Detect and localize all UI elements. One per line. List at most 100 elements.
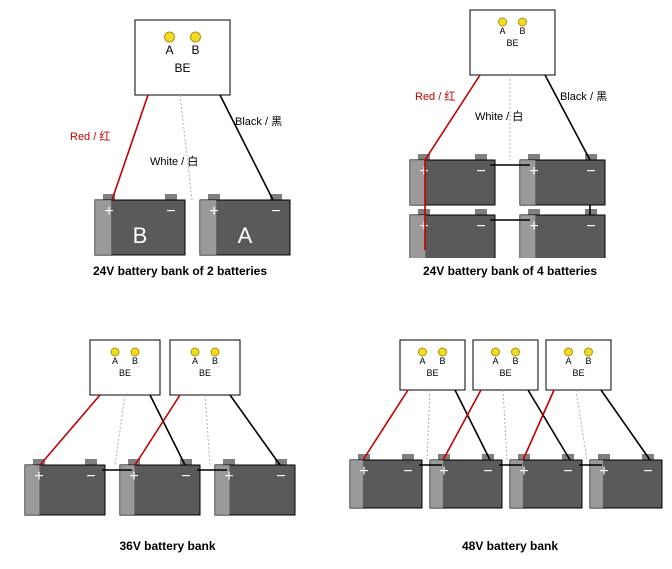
wire-white (205, 395, 210, 465)
battery-cap (208, 194, 220, 200)
box-label-be: BE (174, 61, 190, 75)
box-label-be: BE (119, 368, 131, 378)
box-label-a: A (419, 356, 425, 366)
wire-red (40, 395, 100, 465)
wire-label-red: Red / 红 (70, 130, 110, 143)
diagram-svg: ABBEABBEABBE+−+−+−+− (345, 335, 672, 533)
box-label-be: BE (499, 368, 511, 378)
terminal-plus: + (359, 463, 368, 480)
diagram-caption: 24V battery bank of 2 batteries (30, 264, 330, 278)
diagram-svg: ABBE+−+−+−+−Red / 红Black / 黑White / 白 (360, 5, 660, 258)
box-label-a: A (165, 43, 173, 57)
wire-red (135, 395, 180, 465)
diagram-caption: 36V battery bank (10, 539, 325, 553)
wire-white (115, 395, 125, 465)
battery-cap (598, 454, 610, 460)
terminal-minus: − (586, 163, 595, 180)
battery-cap (528, 154, 540, 160)
terminal-minus: − (483, 463, 492, 480)
wire-white (503, 390, 507, 460)
box-label-be: BE (506, 38, 518, 48)
diagram-caption: 24V battery bank of 4 batteries (360, 264, 660, 278)
terminal-minus: − (166, 203, 175, 220)
led-b (191, 32, 201, 42)
led-b (211, 348, 219, 356)
box-label-b: B (585, 356, 591, 366)
battery-cap (418, 209, 430, 215)
led-b (512, 348, 520, 356)
led-a (111, 348, 119, 356)
battery-cap (528, 209, 540, 215)
equalizer-box (546, 340, 611, 390)
equalizer-box (473, 340, 538, 390)
terminal-minus: − (643, 463, 652, 480)
led-b (519, 18, 527, 26)
terminal-minus: − (403, 463, 412, 480)
wire-red (112, 95, 148, 200)
battery-label: B (133, 223, 148, 248)
led-a (165, 32, 175, 42)
wire-white (576, 390, 587, 460)
wire-white (180, 95, 192, 200)
box-label-b: B (212, 356, 218, 366)
equalizer-box (135, 20, 230, 95)
wire-black (150, 395, 185, 465)
wire-white (427, 390, 430, 460)
terminal-minus: − (271, 203, 280, 220)
wire-red (363, 390, 408, 460)
terminal-plus: + (209, 203, 218, 220)
terminal-plus: + (529, 218, 538, 235)
terminal-minus: − (586, 218, 595, 235)
battery-cap (585, 209, 597, 215)
led-b (585, 348, 593, 356)
terminal-minus: − (476, 163, 485, 180)
terminal-minus: − (276, 468, 285, 485)
wire-black (220, 95, 273, 200)
box-label-be: BE (199, 368, 211, 378)
led-a (191, 348, 199, 356)
box-label-a: A (112, 356, 118, 366)
led-a (492, 348, 500, 356)
wire-label-white: White / 白 (475, 109, 523, 123)
diagram-d2: ABBE+−+−+−+−Red / 红Black / 黑White / 白24V… (360, 5, 660, 278)
battery-label: A (238, 223, 253, 248)
box-label-b: B (132, 356, 138, 366)
box-label-b: B (439, 356, 445, 366)
terminal-plus: + (419, 163, 428, 180)
diagram-d3: ABBEABBE+−+−+−36V battery bank (10, 335, 325, 553)
wire-black (545, 75, 590, 160)
box-label-a: A (499, 26, 505, 36)
terminal-plus: + (104, 203, 113, 220)
diagram-svg: ABBE+−B+−ARed / 红Black / 黑White / 白 (30, 5, 330, 258)
wire-black (455, 390, 490, 460)
box-label-a: A (192, 356, 198, 366)
wire-label-black: Black / 黑 (235, 115, 282, 128)
terminal-plus: + (34, 468, 43, 485)
box-label-be: BE (426, 368, 438, 378)
diagram-svg: ABBEABBE+−+−+− (10, 335, 325, 533)
diagram-caption: 48V battery bank (345, 539, 672, 553)
terminal-minus: − (563, 463, 572, 480)
wire-black (230, 395, 280, 465)
led-b (131, 348, 139, 356)
wire-label-black: Black / 黑 (560, 90, 607, 103)
battery-cap (402, 454, 414, 460)
wire-black (601, 390, 650, 460)
box-label-be: BE (572, 368, 584, 378)
diagram-d4: ABBEABBEABBE+−+−+−+−48V battery bank (345, 335, 672, 553)
wire-red (443, 390, 481, 460)
terminal-plus: + (419, 218, 428, 235)
box-label-b: B (512, 356, 518, 366)
box-label-b: B (191, 43, 199, 57)
battery-cap (475, 209, 487, 215)
battery-cap (223, 459, 235, 465)
battery-cap (85, 459, 97, 465)
led-a (499, 18, 507, 26)
equalizer-box (400, 340, 465, 390)
led-b (439, 348, 447, 356)
wire-label-white: White / 白 (150, 154, 198, 168)
box-label-a: A (492, 356, 498, 366)
terminal-plus: + (529, 163, 538, 180)
box-label-a: A (565, 356, 571, 366)
diagram-d1: ABBE+−B+−ARed / 红Black / 黑White / 白24V b… (30, 5, 330, 278)
